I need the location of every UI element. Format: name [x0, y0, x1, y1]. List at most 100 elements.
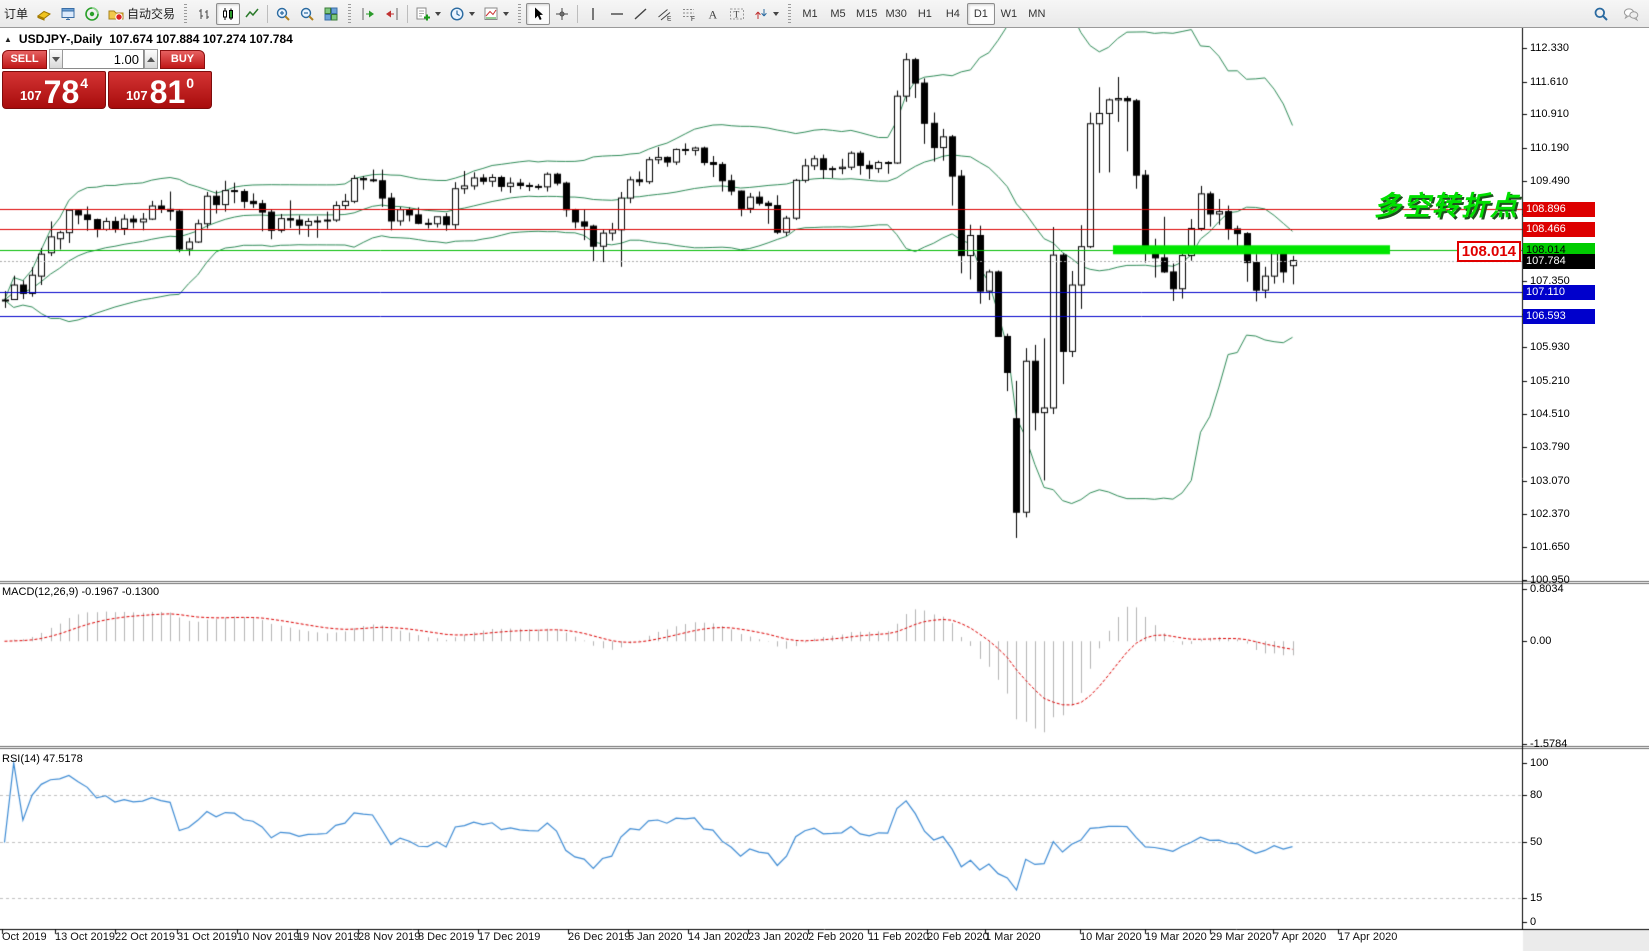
arrows-icon — [753, 6, 769, 22]
tf-m1-button-label: M1 — [802, 7, 818, 20]
line-chart-button[interactable] — [240, 3, 264, 25]
price-level-badge: 108.466 — [1523, 222, 1595, 237]
annotation-text[interactable]: 多空转折点 — [1374, 191, 1519, 221]
tf-m5-button-label: M5 — [830, 7, 846, 20]
svg-text:F: F — [691, 16, 695, 22]
tf-m5-button[interactable]: M5 — [824, 3, 852, 25]
price-tick-label: 105.930 — [1530, 341, 1570, 354]
sell-price-pip: 4 — [80, 75, 89, 91]
price-tick-label: 0.8034 — [1530, 582, 1564, 595]
dropdown-arrow-icon — [435, 11, 442, 16]
tf-d1-button-label: D1 — [973, 7, 988, 20]
toolbar-separator — [267, 4, 269, 23]
volume-decrease-button[interactable] — [49, 49, 63, 69]
cursor-icon — [530, 6, 546, 22]
text-button[interactable]: A — [701, 3, 725, 25]
tf-m1-button[interactable]: M1 — [796, 3, 824, 25]
buy-price-button[interactable]: 107 81 0 — [108, 71, 212, 109]
bar-chart-button[interactable] — [192, 3, 216, 25]
tile-windows-button[interactable] — [319, 3, 343, 25]
channel-button[interactable]: E — [653, 3, 677, 25]
signals-button[interactable] — [80, 3, 104, 25]
zoom-out-button[interactable] — [295, 3, 319, 25]
tf-h1-button[interactable]: H1 — [911, 3, 939, 25]
toolbar-grip — [788, 3, 792, 24]
indicators-button[interactable] — [411, 3, 445, 25]
chart-icon: ▲ — [4, 34, 12, 44]
chart-shift-icon — [384, 6, 400, 22]
auto-scroll-button[interactable] — [356, 3, 380, 25]
chat-button[interactable] — [1619, 3, 1643, 25]
crosshair-button[interactable] — [550, 3, 574, 25]
periods-button[interactable] — [445, 3, 479, 25]
cursor-button[interactable] — [526, 2, 551, 25]
tf-h4-button-label: H4 — [945, 7, 960, 20]
buy-button[interactable]: BUY — [160, 49, 205, 69]
dropdown-arrow-icon — [773, 11, 780, 16]
volume-increase-button[interactable] — [144, 49, 158, 69]
search-icon — [1593, 6, 1609, 22]
price-tick-label: 101.650 — [1530, 541, 1570, 554]
price-tick-label: 103.070 — [1530, 474, 1570, 487]
price-label-box[interactable]: 108.014 — [1456, 241, 1521, 262]
templates-button[interactable] — [479, 3, 513, 25]
sell-price-button[interactable]: 107 78 4 — [2, 71, 106, 109]
date-tick-label: 28 Nov 2019 — [358, 931, 421, 943]
sell-price-big: 78 — [43, 74, 80, 110]
tf-h4-button[interactable]: H4 — [939, 3, 967, 25]
vertical-line-button[interactable] — [581, 3, 605, 25]
date-tick-label: 31 Oct 2019 — [177, 931, 237, 943]
toolbar: 订单 自动交易 E F A T M1 M5 M15 M30 H1 H4 D1 W1 MN — [0, 0, 1649, 28]
sell-button[interactable]: SELL — [2, 49, 47, 69]
trendline-button[interactable] — [629, 3, 653, 25]
price-tick-label: 112.330 — [1530, 42, 1569, 54]
date-tick-label: 17 Dec 2019 — [478, 931, 541, 943]
date-tick-label: 14 Jan 2020 — [688, 931, 749, 943]
signal-icon — [84, 6, 100, 22]
price-tick-label: 15 — [1530, 892, 1543, 905]
search-button[interactable] — [1589, 3, 1613, 25]
date-tick-label: 17 Apr 2020 — [1338, 931, 1398, 943]
toolbar-separator — [407, 4, 409, 23]
tf-w1-button-label: W1 — [1000, 7, 1018, 20]
line-chart-icon — [244, 6, 260, 22]
crosshair-icon — [554, 6, 570, 22]
data-window-button[interactable] — [56, 3, 80, 25]
price-tick-label: 0.00 — [1530, 635, 1552, 648]
zoom-in-button[interactable] — [271, 3, 295, 25]
date-tick-label: 5 Jan 2020 — [628, 931, 683, 943]
price-tick-label: -1.5784 — [1530, 737, 1568, 750]
text-icon: A — [705, 6, 721, 22]
text-label-button[interactable]: T — [725, 3, 749, 25]
date-tick-label: 11 Feb 2020 — [868, 931, 929, 943]
chart-shift-button[interactable] — [380, 3, 404, 25]
data-window-icon — [60, 6, 76, 22]
date-tick-label: 1 Mar 2020 — [985, 931, 1041, 943]
tf-d1-button[interactable]: D1 — [966, 2, 995, 25]
candlestick-button[interactable] — [216, 2, 241, 25]
market-watch-button[interactable] — [32, 3, 56, 25]
auto-trading-button[interactable]: 自动交易 — [104, 3, 179, 25]
buy-price-pip: 0 — [186, 75, 195, 91]
tf-w1-button[interactable]: W1 — [995, 3, 1023, 25]
volume-input[interactable] — [63, 49, 144, 69]
new-order-button[interactable]: 订单 — [0, 3, 32, 25]
sell-price-prefix: 107 — [19, 88, 42, 103]
ohlc-values: 107.674 107.884 107.274 107.784 — [109, 32, 293, 46]
tf-m30-button[interactable]: M30 — [881, 3, 910, 25]
tf-m15-button[interactable]: M15 — [852, 3, 881, 25]
price-tick-label: 110.910 — [1530, 108, 1569, 121]
fibonacci-button[interactable]: F — [677, 3, 701, 25]
bar-chart-icon — [196, 6, 212, 22]
zoom-in-icon — [275, 6, 291, 22]
price-tick-label: 109.490 — [1530, 174, 1570, 187]
chart-canvas[interactable] — [0, 28, 1649, 951]
tf-mn-button[interactable]: MN — [1023, 3, 1051, 25]
zoom-out-icon — [299, 6, 315, 22]
triangle-up-icon — [147, 56, 155, 62]
svg-text:E: E — [667, 15, 672, 22]
chart-title: ▲ USDJPY-,Daily 107.674 107.884 107.274 … — [4, 32, 293, 46]
date-tick-label: 19 Nov 2019 — [297, 931, 360, 943]
horizontal-line-button[interactable] — [605, 3, 629, 25]
arrows-button[interactable] — [749, 3, 783, 25]
